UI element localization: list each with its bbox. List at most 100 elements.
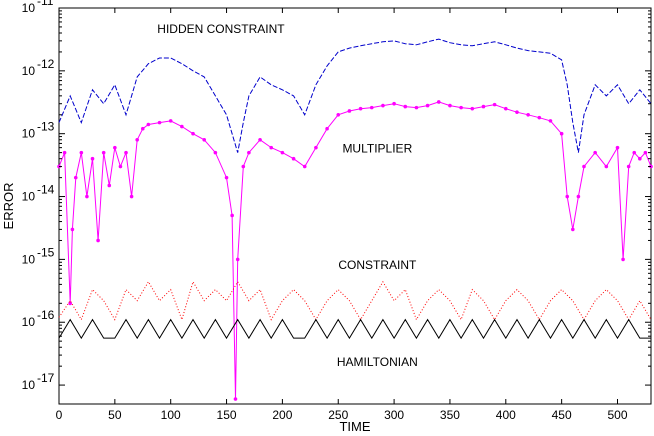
x-tick-label: 500 (607, 408, 627, 422)
series-layer (57, 38, 653, 401)
series-point (336, 112, 341, 117)
series-point (537, 115, 542, 120)
series-point (448, 103, 452, 108)
series-point (392, 101, 396, 106)
x-tick-label: 150 (217, 408, 237, 422)
series-point (632, 150, 637, 155)
series-point (621, 257, 625, 262)
y-axis-title: ERROR (1, 183, 16, 230)
series-point (191, 131, 195, 136)
x-tick-label: 250 (328, 408, 348, 422)
series-point (436, 100, 441, 104)
y-tick-exponent: -13 (37, 120, 55, 134)
annotation-label: HIDDEN CONSTRAINT (157, 22, 285, 36)
y-tick-label: 10 (22, 378, 36, 392)
series-point (224, 175, 229, 180)
x-tick-label: 450 (552, 408, 572, 422)
y-tick-exponent: -16 (37, 308, 55, 322)
annotation-label: MULTIPLIER (342, 142, 412, 156)
series-point (233, 397, 238, 401)
y-tick-exponent: -11 (37, 0, 54, 8)
series-point (325, 126, 329, 131)
series-point (481, 104, 486, 109)
x-tick-label: 200 (272, 408, 292, 422)
x-tick-label: 0 (56, 408, 63, 422)
series-point (135, 137, 139, 142)
series-point (403, 104, 408, 109)
series-point (70, 227, 75, 232)
series-point (168, 119, 173, 123)
series-point (582, 164, 586, 169)
series-point (157, 120, 162, 125)
x-axis-title: TIME (339, 419, 370, 434)
series-point (503, 106, 508, 111)
series-point (347, 109, 352, 113)
series-line-hidden-constraint (58, 38, 652, 153)
series-point (369, 105, 374, 110)
series-point (129, 194, 134, 199)
series-point (565, 194, 570, 199)
y-tick-label: 10 (22, 64, 36, 78)
series-point (101, 150, 106, 155)
series-point (615, 145, 620, 150)
y-tick-label: 10 (22, 127, 36, 141)
y-tick-label: 10 (22, 252, 36, 266)
annotation-label: CONSTRAINT (338, 258, 417, 272)
y-tick-exponent: -17 (37, 371, 55, 385)
series-point (235, 257, 240, 262)
x-tick-label: 50 (108, 408, 122, 422)
series-point (118, 164, 123, 169)
series-point (79, 150, 84, 155)
series-point (604, 164, 609, 169)
series-point (258, 137, 262, 142)
y-tick-exponent: -14 (37, 183, 55, 197)
x-tick-label: 100 (161, 408, 181, 422)
series-point (638, 156, 642, 161)
series-line-constraint (58, 280, 652, 322)
series-point (643, 150, 648, 155)
ticks-layer: 0 50 100 150 200 250 300 350 400 450 50010-1710-16… (22, 0, 651, 422)
series-point (593, 150, 597, 155)
series-point (559, 131, 564, 136)
y-tick-exponent: -12 (37, 57, 55, 71)
y-tick-label: 10 (22, 1, 36, 15)
series-point (571, 227, 575, 232)
annotations-layer: HIDDEN CONSTRAINT MULTIPLIER CONSTRAINT HAM… (157, 22, 418, 369)
series-point (425, 103, 430, 108)
y-tick-label: 10 (22, 315, 36, 329)
series-point (96, 238, 100, 243)
series-point (113, 145, 117, 150)
series-point (291, 156, 296, 161)
series-point (314, 145, 318, 150)
series-point (146, 122, 151, 127)
series-point (213, 150, 218, 155)
series-point (414, 105, 419, 110)
series-point (526, 112, 530, 117)
series-point (548, 119, 553, 123)
series-point (230, 213, 234, 218)
series-point (492, 102, 497, 107)
x-tick-label: 400 (496, 408, 516, 422)
series-point (90, 156, 95, 161)
series-point (241, 164, 246, 169)
series-point (576, 194, 581, 199)
series-point (302, 164, 307, 169)
series-point (269, 145, 274, 150)
annotation-label: HAMILTONIAN (337, 355, 418, 369)
series-point (62, 150, 67, 155)
series-point (107, 183, 112, 188)
series-point (470, 106, 475, 111)
series-point (515, 110, 519, 114)
series-point (280, 150, 285, 155)
series-point (459, 105, 463, 110)
x-tick-label: 300 (384, 408, 404, 422)
series-point (202, 137, 207, 142)
series-point (381, 103, 385, 108)
x-tick-label: 350 (440, 408, 460, 422)
series-point (180, 124, 184, 129)
series-point (140, 126, 145, 131)
y-tick-label: 10 (22, 190, 36, 204)
series-point (626, 164, 631, 169)
series-point (73, 175, 78, 180)
